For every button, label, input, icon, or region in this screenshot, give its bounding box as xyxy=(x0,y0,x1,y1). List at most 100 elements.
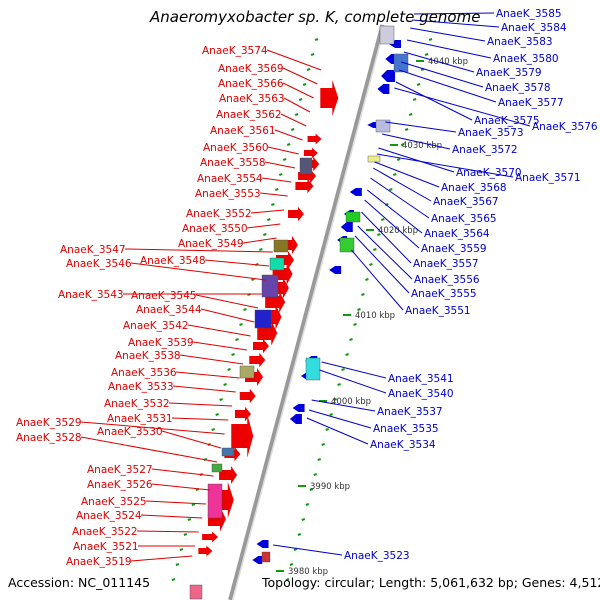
right-gene-label: AnaeK_3535 xyxy=(373,423,439,435)
scale-tick-right xyxy=(404,128,409,131)
right-leader-line xyxy=(321,361,387,379)
scale-tick-left xyxy=(263,233,267,236)
left-gene-label: AnaeK_3529 xyxy=(16,417,82,429)
left-gene-label: AnaeK_3549 xyxy=(178,238,244,250)
forward-gene-arrow xyxy=(239,388,256,404)
scale-tick-left xyxy=(243,308,247,311)
forward-gene-arrow xyxy=(219,466,238,484)
left-leader-line xyxy=(124,248,273,253)
left-gene-label: AnaeK_3566 xyxy=(218,78,284,90)
right-gene-label: AnaeK_3534 xyxy=(370,439,436,451)
left-gene-label: AnaeK_3553 xyxy=(195,188,261,200)
kbp-marker-label: 4030 kbp xyxy=(402,141,442,151)
scale-tick-right xyxy=(353,323,357,326)
scale-tick-right xyxy=(309,488,314,491)
scale-tick-right xyxy=(313,473,318,476)
left-leader-line xyxy=(80,421,225,435)
gene-feature-box xyxy=(305,357,321,381)
scale-tick-left xyxy=(219,398,223,401)
scale-tick-left xyxy=(179,548,184,551)
scale-tick-right xyxy=(357,308,361,311)
gene-feature-box xyxy=(393,53,409,73)
right-gene-label: AnaeK_3523 xyxy=(344,550,410,562)
left-gene-label: AnaeK_3543 xyxy=(58,289,124,301)
scale-tick-right xyxy=(297,533,302,536)
forward-gene-arrow xyxy=(287,206,304,222)
left-gene-label: AnaeK_3558 xyxy=(200,157,266,169)
right-gene-label: AnaeK_3575 xyxy=(474,115,540,127)
accession-text: Accession: NC_011145 xyxy=(8,575,151,590)
scale-tick-left xyxy=(310,53,315,56)
scale-tick-left xyxy=(251,278,255,281)
gene-feature-box xyxy=(273,239,289,253)
left-gene-label: AnaeK_3546 xyxy=(66,258,132,270)
left-gene-label: AnaeK_3547 xyxy=(60,244,126,256)
left-leader-line xyxy=(204,259,270,267)
right-gene-label: AnaeK_3564 xyxy=(424,228,490,240)
left-leader-line xyxy=(195,294,259,309)
left-leader-line xyxy=(264,161,296,169)
gene-feature-box xyxy=(367,155,381,163)
scale-tick-right xyxy=(400,143,405,146)
forward-gene-arrow xyxy=(307,133,322,145)
left-leader-line xyxy=(151,483,210,491)
scale-tick-left xyxy=(294,113,299,116)
kbp-marker-label: 4010 kbp xyxy=(355,311,395,321)
left-gene-label: AnaeK_3530 xyxy=(97,426,163,438)
right-gene-label: AnaeK_3580 xyxy=(493,53,559,65)
scale-tick-left xyxy=(302,83,307,86)
right-gene-label: AnaeK_3578 xyxy=(485,82,551,94)
left-gene-label: AnaeK_3560 xyxy=(203,142,269,154)
scale-tick-right xyxy=(361,293,365,296)
left-leader-line xyxy=(274,129,303,141)
right-leader-line xyxy=(357,225,413,280)
scale-tick-right xyxy=(317,458,322,461)
kbp-marker-label: 3990 kbp xyxy=(310,482,350,492)
scale-tick-right xyxy=(365,278,369,281)
forward-gene-arrow xyxy=(249,352,266,368)
scale-tick-right xyxy=(428,38,433,41)
scale-tick-right xyxy=(416,83,421,86)
left-leader-line xyxy=(282,82,314,99)
left-leader-line xyxy=(266,49,322,71)
left-gene-label: AnaeK_3574 xyxy=(202,45,268,57)
gene-feature-box xyxy=(211,463,223,473)
scale-tick-right xyxy=(333,398,337,401)
forward-gene-arrow xyxy=(295,178,314,194)
gene-feature-box xyxy=(207,483,223,519)
right-leader-line xyxy=(370,177,430,219)
reverse-gene-arrow xyxy=(292,404,305,412)
reverse-gene-arrow xyxy=(289,414,302,424)
scale-tick-left xyxy=(239,323,243,326)
scale-tick-left xyxy=(259,248,263,251)
right-leader-line xyxy=(308,409,372,429)
left-gene-label: AnaeK_3545 xyxy=(131,290,197,302)
left-gene-label: AnaeK_3562 xyxy=(216,109,282,121)
right-leader-line xyxy=(376,153,514,178)
left-leader-line xyxy=(282,67,318,85)
right-gene-label: AnaeK_3583 xyxy=(487,36,553,48)
right-gene-label: AnaeK_3540 xyxy=(388,388,454,400)
left-gene-label: AnaeK_3554 xyxy=(197,173,263,185)
backbone-line xyxy=(228,24,386,600)
left-gene-label: AnaeK_3528 xyxy=(16,432,82,444)
scale-tick-right xyxy=(424,53,429,56)
scale-tick-right xyxy=(341,368,345,371)
scale-tick-left xyxy=(314,38,319,41)
scale-tick-right xyxy=(381,218,385,221)
right-leader-line xyxy=(350,249,404,311)
gene-feature-box xyxy=(189,584,203,600)
gene-feature-box xyxy=(375,119,391,133)
right-leader-line xyxy=(413,12,495,15)
scale-tick-right xyxy=(373,248,377,251)
reverse-gene-arrow xyxy=(367,122,378,128)
scale-tick-right xyxy=(377,233,381,236)
scale-tick-right xyxy=(289,563,294,566)
left-gene-label: AnaeK_3536 xyxy=(111,367,177,379)
gene-feature-box xyxy=(239,365,255,379)
scale-tick-left xyxy=(191,503,196,506)
right-gene-label: AnaeK_3585 xyxy=(496,8,562,20)
left-gene-label: AnaeK_3519 xyxy=(66,556,132,568)
right-gene-label: AnaeK_3555 xyxy=(411,288,477,300)
scale-tick-left xyxy=(231,353,235,356)
